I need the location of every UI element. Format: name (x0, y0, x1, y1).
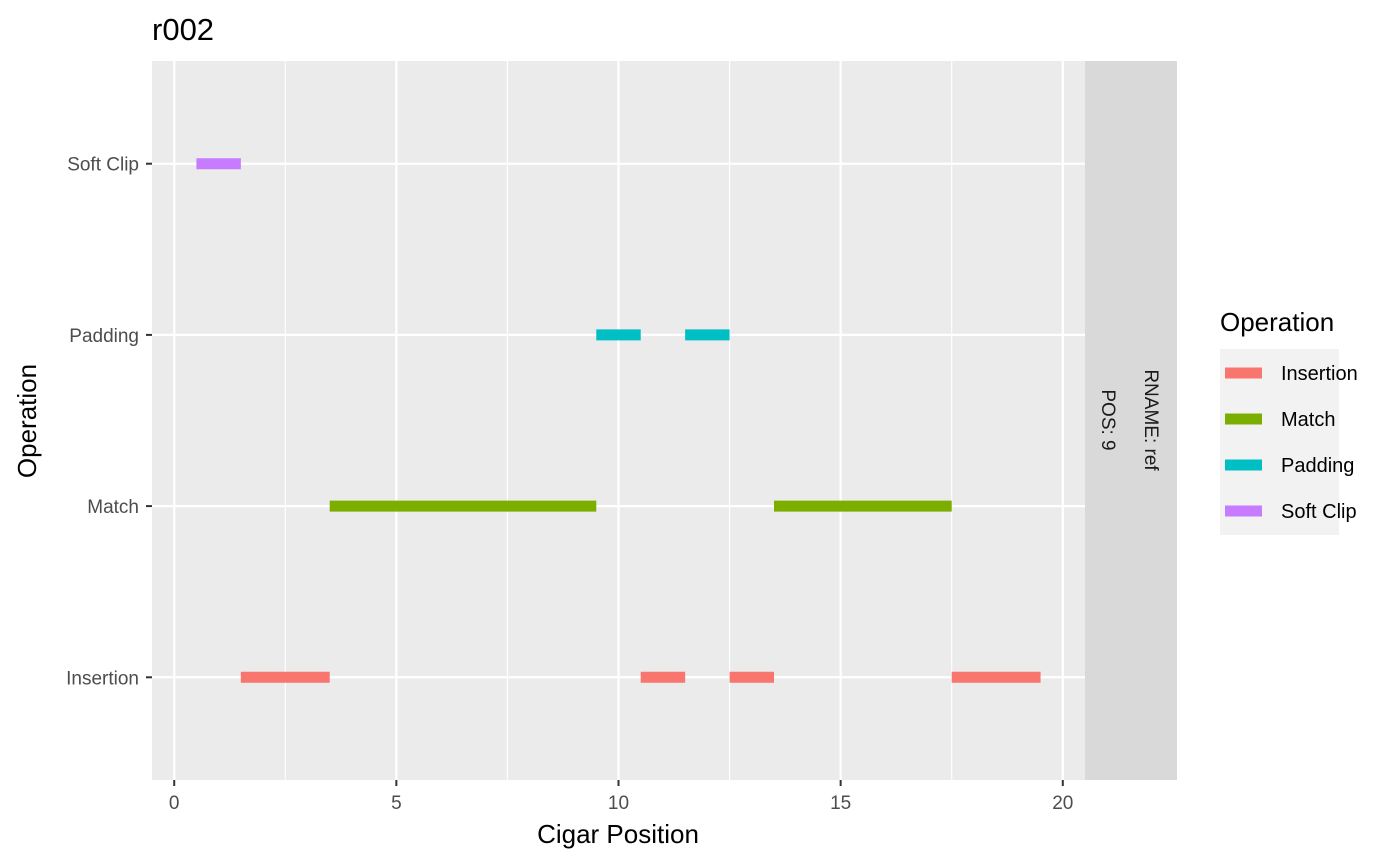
legend-title: Operation (1220, 307, 1334, 337)
legend-label: Insertion (1281, 363, 1358, 385)
facet-strip-pos: POS: 9 (1097, 389, 1118, 450)
legend-label: Match (1281, 409, 1335, 431)
x-tick-label: 10 (608, 793, 629, 814)
y-axis-title: Operation (12, 364, 42, 478)
x-tick-label: 0 (169, 793, 180, 814)
segments (196, 158, 1041, 683)
minor-gridlines (284, 61, 953, 780)
x-tick-label: 5 (391, 793, 402, 814)
chart-title: r002 (152, 12, 214, 47)
x-tick-label: 15 (830, 793, 851, 814)
legend: Operation Insertion Match Padding Soft Clip (1220, 307, 1358, 535)
y-tick-label: Padding (69, 326, 139, 347)
legend-label: Soft Clip (1281, 501, 1357, 523)
legend-label: Padding (1281, 455, 1354, 477)
facet-strip (1085, 61, 1177, 780)
y-tick-label: Insertion (66, 668, 139, 689)
y-tick-label: Match (87, 497, 139, 518)
x-tick-label: 20 (1052, 793, 1073, 814)
x-axis: 0 5 10 15 20 (169, 780, 1073, 814)
y-axis: Insertion Match Padding Soft Clip (66, 155, 152, 689)
x-axis-title: Cigar Position (537, 819, 699, 849)
legend-key-panel (1220, 349, 1339, 535)
y-tick-label: Soft Clip (67, 155, 139, 176)
facet-strip-rname: RNAME: ref (1140, 369, 1161, 471)
